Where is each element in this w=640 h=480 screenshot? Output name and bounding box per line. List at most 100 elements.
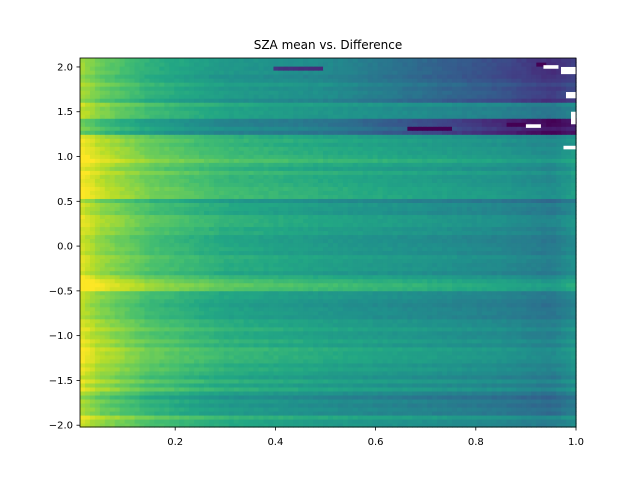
heatmap-cell (377, 238, 384, 244)
heatmap-cell (447, 270, 453, 276)
heatmap-cell (134, 266, 141, 272)
heatmap-cell (432, 254, 438, 260)
heatmap-cell (238, 330, 245, 336)
heatmap-cell (184, 246, 190, 252)
heatmap-cell (129, 378, 136, 384)
heatmap-cell (387, 310, 394, 316)
heatmap-cell (531, 406, 537, 412)
heatmap-cell (556, 294, 562, 300)
heatmap-cell (496, 410, 503, 416)
heatmap-cell (258, 290, 265, 296)
heatmap-cell (194, 302, 200, 308)
heatmap-cell (362, 358, 369, 364)
heatmap-cell (526, 362, 532, 368)
heatmap-cell (189, 254, 195, 260)
heatmap-cell (461, 338, 468, 344)
heatmap-cell (566, 350, 572, 356)
heatmap-cell (199, 366, 205, 372)
heatmap-cell (164, 406, 170, 412)
heatmap-cell (541, 230, 547, 236)
heatmap-cell (308, 238, 314, 244)
heatmap-cell (486, 422, 493, 428)
heatmap-cell (114, 362, 121, 368)
heatmap-cell (288, 354, 294, 360)
heatmap-cell (516, 386, 523, 392)
heatmap-cell (303, 318, 309, 324)
heatmap-cell (99, 398, 106, 404)
heatmap-cell (94, 262, 101, 268)
heatmap-cell (84, 414, 91, 420)
heatmap-cell (84, 262, 91, 268)
heatmap-cell (159, 366, 165, 372)
heatmap-cell (342, 306, 349, 312)
heatmap-cell (526, 278, 532, 284)
heatmap-cell (104, 422, 111, 428)
heatmap-cell (551, 302, 557, 308)
heatmap-cell (427, 366, 433, 372)
heatmap-cell (566, 258, 572, 264)
heatmap-cell (566, 298, 572, 304)
heatmap-cell (169, 274, 175, 280)
heatmap-cell (447, 278, 453, 284)
heatmap-cell (94, 258, 101, 264)
heatmap-cell (184, 406, 190, 412)
heatmap-cell (332, 354, 339, 360)
heatmap-cell (362, 402, 369, 408)
heatmap-cell (293, 358, 299, 364)
heatmap-cell (417, 378, 423, 384)
heatmap-cell (233, 414, 240, 420)
heatmap-cell (154, 362, 160, 368)
heatmap-cell (194, 230, 200, 236)
heatmap-cell (223, 338, 230, 344)
heatmap-cell (452, 422, 458, 428)
heatmap-cell (99, 286, 106, 292)
heatmap-cell (233, 370, 240, 376)
heatmap-cell (303, 306, 309, 312)
heatmap-cell (204, 374, 210, 380)
heatmap-cell (109, 374, 116, 380)
heatmap-cell (481, 354, 488, 360)
heatmap-cell (263, 410, 270, 416)
heatmap-cell (134, 262, 141, 268)
heatmap-cell (432, 370, 438, 376)
heatmap-cell (511, 382, 518, 388)
heatmap-cell (258, 350, 265, 356)
heatmap-cell (442, 350, 448, 356)
heatmap-cell (199, 250, 205, 256)
heatmap-cell (491, 282, 498, 288)
heatmap-cell (298, 266, 304, 272)
heatmap-cell (551, 270, 557, 276)
heatmap-cell (372, 234, 379, 240)
heatmap-cell (332, 262, 339, 268)
heatmap-cell (566, 314, 572, 320)
heatmap-cell (561, 254, 567, 260)
heatmap-cell (407, 362, 413, 368)
heatmap-cell (268, 226, 275, 232)
heatmap-cell (328, 394, 334, 400)
heatmap-cell (332, 286, 339, 292)
heatmap-cell (412, 238, 418, 244)
heatmap-cell (491, 346, 498, 352)
heatmap-cell (422, 330, 428, 336)
heatmap-cell (521, 238, 527, 244)
heatmap-cell (154, 242, 160, 248)
heatmap-cell (491, 378, 498, 384)
heatmap-cell (357, 258, 364, 264)
heatmap-cell (367, 414, 374, 420)
heatmap-cell (283, 294, 289, 300)
heatmap-cell (412, 330, 418, 336)
heatmap-cell (273, 242, 279, 248)
heatmap-cell (506, 322, 513, 328)
heatmap-cell (476, 238, 483, 244)
heatmap-cell (352, 342, 359, 348)
heatmap-cell (551, 350, 557, 356)
heatmap-cell (328, 414, 334, 420)
heatmap-cell (387, 362, 394, 368)
heatmap-cell (417, 270, 423, 276)
heatmap-cell (109, 266, 116, 272)
heatmap-cell (94, 230, 101, 236)
heatmap-cell (496, 246, 503, 252)
heatmap-cell (194, 390, 200, 396)
heatmap-cell (253, 398, 260, 404)
heatmap-cell (367, 382, 374, 388)
